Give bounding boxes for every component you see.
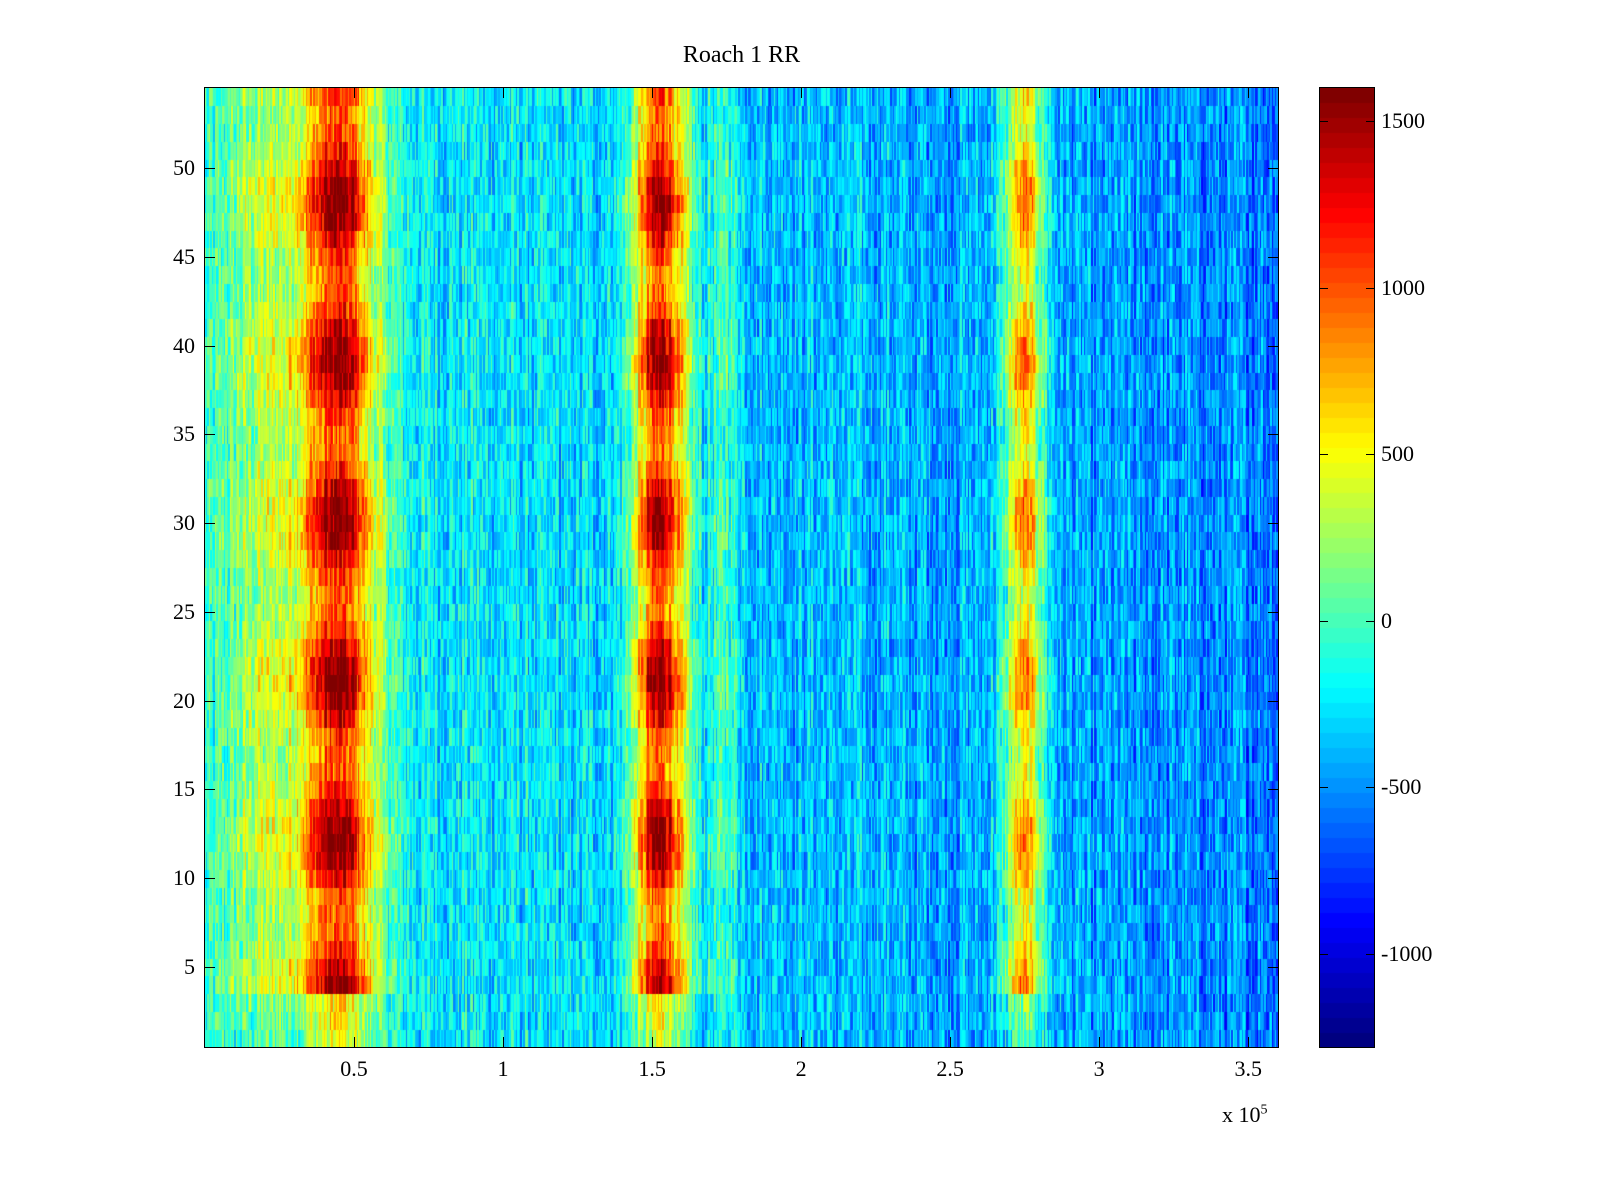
x-tick-mark xyxy=(1248,1037,1250,1047)
x-multiplier-base: x 10 xyxy=(1222,1102,1261,1127)
colorbar-tick-mark xyxy=(1320,454,1328,456)
x-tick-mark xyxy=(652,1037,654,1047)
y-tick-label: 20 xyxy=(173,687,195,713)
x-multiplier-exponent: 5 xyxy=(1260,1102,1268,1118)
y-tick-mark xyxy=(205,523,215,525)
y-tick-mark-right xyxy=(1268,167,1278,169)
colorbar-tick-mark xyxy=(1320,953,1328,955)
y-tick-mark xyxy=(205,700,215,702)
y-tick-label: 30 xyxy=(173,510,195,536)
y-tick-label: 45 xyxy=(173,243,195,269)
x-tick-mark-top xyxy=(950,88,952,98)
heatmap-cells xyxy=(205,88,1278,1047)
y-tick-label: 10 xyxy=(173,865,195,891)
y-tick-mark xyxy=(205,167,215,169)
x-tick-label: 2 xyxy=(795,1056,807,1081)
colorbar-tick-mark-right xyxy=(1366,454,1374,456)
x-tick-label: 2.5 xyxy=(936,1056,964,1081)
x-tick-mark xyxy=(950,1037,952,1047)
y-tick-mark-right xyxy=(1268,434,1278,436)
y-tick-label: 40 xyxy=(173,332,195,358)
x-tick-mark-top xyxy=(1099,88,1101,98)
x-tick-label: 0.5 xyxy=(340,1056,368,1081)
colorbar-tick-mark-right xyxy=(1366,121,1374,123)
x-tick-mark xyxy=(354,1037,356,1047)
x-tick-mark-top xyxy=(1248,88,1250,98)
y-tick-label: 35 xyxy=(173,421,195,447)
x-tick-mark-top xyxy=(354,88,356,98)
y-tick-mark xyxy=(205,967,215,969)
y-tick-mark-right xyxy=(1268,345,1278,347)
y-tick-mark-right xyxy=(1268,789,1278,791)
y-tick-mark-right xyxy=(1268,700,1278,702)
x-axis-multiplier: x 105 xyxy=(1222,1102,1268,1128)
colorbar-tick-mark xyxy=(1320,121,1328,123)
colorbar-tick-label: -500 xyxy=(1381,774,1422,800)
y-tick-mark xyxy=(205,789,215,791)
colorbar-tick-label: 500 xyxy=(1381,441,1414,467)
colorbar-gradient xyxy=(1320,88,1374,1047)
x-tick-mark-top xyxy=(801,88,803,98)
y-tick-mark-right xyxy=(1268,967,1278,969)
y-tick-mark xyxy=(205,434,215,436)
y-tick-mark xyxy=(205,878,215,880)
x-tick-mark xyxy=(801,1037,803,1047)
y-tick-mark-right xyxy=(1268,256,1278,258)
chart-title: Roach 1 RR xyxy=(682,42,801,68)
colorbar-tick-label: 1500 xyxy=(1381,108,1425,134)
plot-area xyxy=(205,88,1278,1047)
x-tick-mark-top xyxy=(503,88,505,98)
colorbar-tick-mark xyxy=(1320,620,1328,622)
colorbar-tick-mark xyxy=(1320,287,1328,289)
x-tick-label: 1 xyxy=(497,1056,509,1081)
y-tick-label: 50 xyxy=(173,154,195,180)
y-tick-label: 5 xyxy=(184,954,195,980)
colorbar-tick-mark xyxy=(1320,787,1328,789)
colorbar-tick-label: 1000 xyxy=(1381,274,1425,300)
colorbar-tick-mark-right xyxy=(1366,620,1374,622)
colorbar-tick-label: -1000 xyxy=(1381,940,1433,966)
x-tick-mark-top xyxy=(652,88,654,98)
x-tick-label: 1.5 xyxy=(638,1056,666,1081)
x-tick-label: 3 xyxy=(1093,1056,1105,1081)
y-tick-mark xyxy=(205,345,215,347)
colorbar-tick-label: 0 xyxy=(1381,607,1392,633)
y-tick-mark-right xyxy=(1268,878,1278,880)
x-tick-mark xyxy=(1099,1037,1101,1047)
x-tick-label: 3.5 xyxy=(1234,1056,1262,1081)
y-tick-mark xyxy=(205,611,215,613)
y-tick-label: 15 xyxy=(173,776,195,802)
colorbar-tick-mark-right xyxy=(1366,287,1374,289)
colorbar-tick-mark-right xyxy=(1366,787,1374,789)
y-tick-mark xyxy=(205,256,215,258)
y-tick-label: 25 xyxy=(173,598,195,624)
y-tick-mark-right xyxy=(1268,611,1278,613)
colorbar-tick-mark-right xyxy=(1366,953,1374,955)
x-tick-mark xyxy=(503,1037,505,1047)
y-tick-mark-right xyxy=(1268,523,1278,525)
colorbar xyxy=(1320,88,1374,1047)
